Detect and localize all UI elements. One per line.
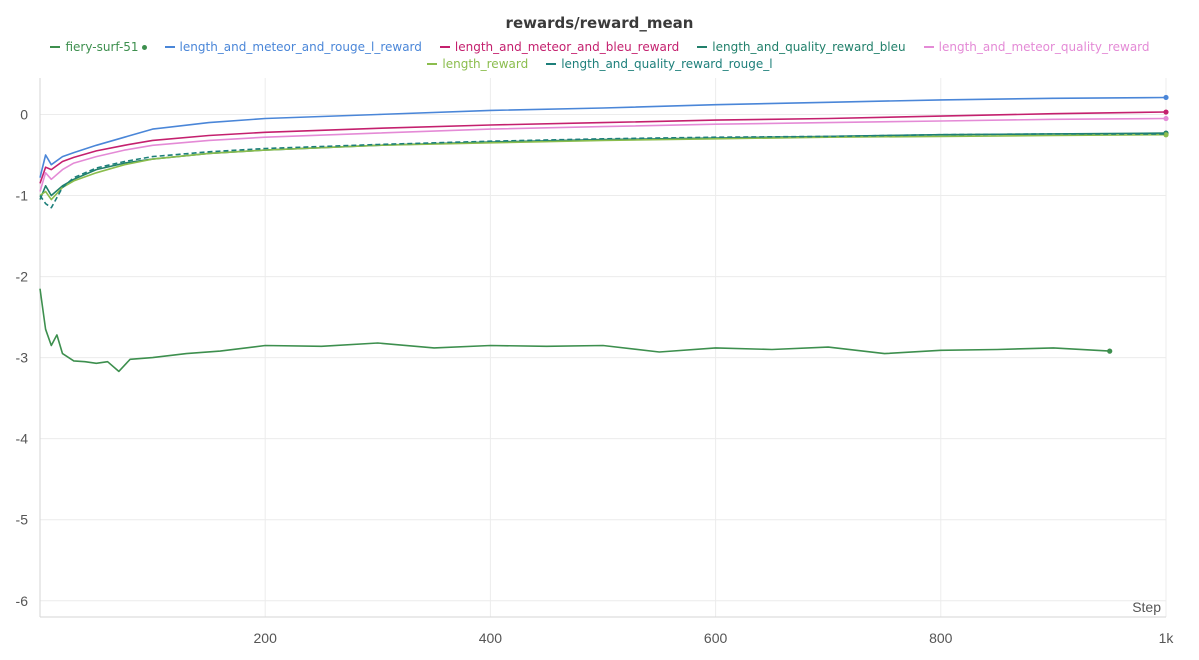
legend-label: fiery-surf-51 xyxy=(65,40,139,54)
chart-legend: fiery-surf-51 length_and_meteor_and_rouge… xyxy=(20,40,1180,71)
series-line xyxy=(39,132,1167,200)
legend-entry[interactable]: length_reward xyxy=(427,57,528,71)
y-tick-label: -4 xyxy=(16,431,29,447)
chart-title: rewards/reward_mean xyxy=(505,14,694,32)
legend-active-dot xyxy=(141,44,147,50)
legend-swatch xyxy=(439,46,450,48)
y-tick-label: 0 xyxy=(20,106,28,122)
legend-label: length_and_quality_reward_rouge_l xyxy=(561,57,773,71)
legend-swatch xyxy=(923,46,934,48)
series-end-marker xyxy=(1163,94,1169,101)
x-tick-label: 1k xyxy=(1159,630,1175,646)
legend-swatch xyxy=(164,46,175,48)
series-end-marker xyxy=(1163,109,1169,115)
legend-swatch xyxy=(50,46,61,48)
legend-label: length_and_meteor_and_bleu_reward xyxy=(454,40,680,54)
legend-entry[interactable]: length_and_meteor_quality_reward xyxy=(923,40,1150,54)
series-end-marker xyxy=(1163,132,1169,138)
y-tick-label: -3 xyxy=(16,350,29,366)
legend-entry[interactable]: length_and_meteor_and_rouge_l_reward xyxy=(164,40,422,54)
legend-entry[interactable]: length_and_quality_reward_bleu xyxy=(697,40,906,54)
x-axis-label: Step xyxy=(1132,599,1161,615)
series-end-marker xyxy=(1163,115,1169,122)
legend-swatch xyxy=(546,63,557,65)
legend-swatch xyxy=(427,63,438,65)
series-line xyxy=(39,96,1167,178)
series-line xyxy=(39,111,1167,184)
series-line xyxy=(39,117,1167,192)
x-tick-label: 800 xyxy=(929,630,953,646)
legend-entry[interactable]: length_and_meteor_and_bleu_reward xyxy=(439,40,680,54)
series-line xyxy=(39,133,1167,201)
legend-label: length_and_meteor_quality_reward xyxy=(938,40,1150,54)
legend-swatch xyxy=(697,46,708,48)
y-tick-label: -6 xyxy=(16,593,29,609)
y-tick-label: -2 xyxy=(16,269,29,285)
y-tick-label: -5 xyxy=(16,512,29,528)
legend-label: length_reward xyxy=(442,57,529,71)
x-tick-label: 600 xyxy=(704,630,728,646)
series-line xyxy=(39,133,1166,209)
x-tick-label: 200 xyxy=(254,630,278,646)
legend-entry[interactable]: length_and_quality_reward_rouge_l xyxy=(546,57,773,71)
legend-label: length_and_quality_reward_bleu xyxy=(712,40,906,54)
legend-entry[interactable]: fiery-surf-51 xyxy=(50,40,147,54)
y-tick-label: -1 xyxy=(16,188,29,204)
legend-label: length_and_meteor_and_rouge_l_reward xyxy=(179,40,422,54)
series-end-marker xyxy=(1107,348,1113,354)
series-line xyxy=(39,288,1110,373)
x-tick-label: 400 xyxy=(479,630,503,646)
